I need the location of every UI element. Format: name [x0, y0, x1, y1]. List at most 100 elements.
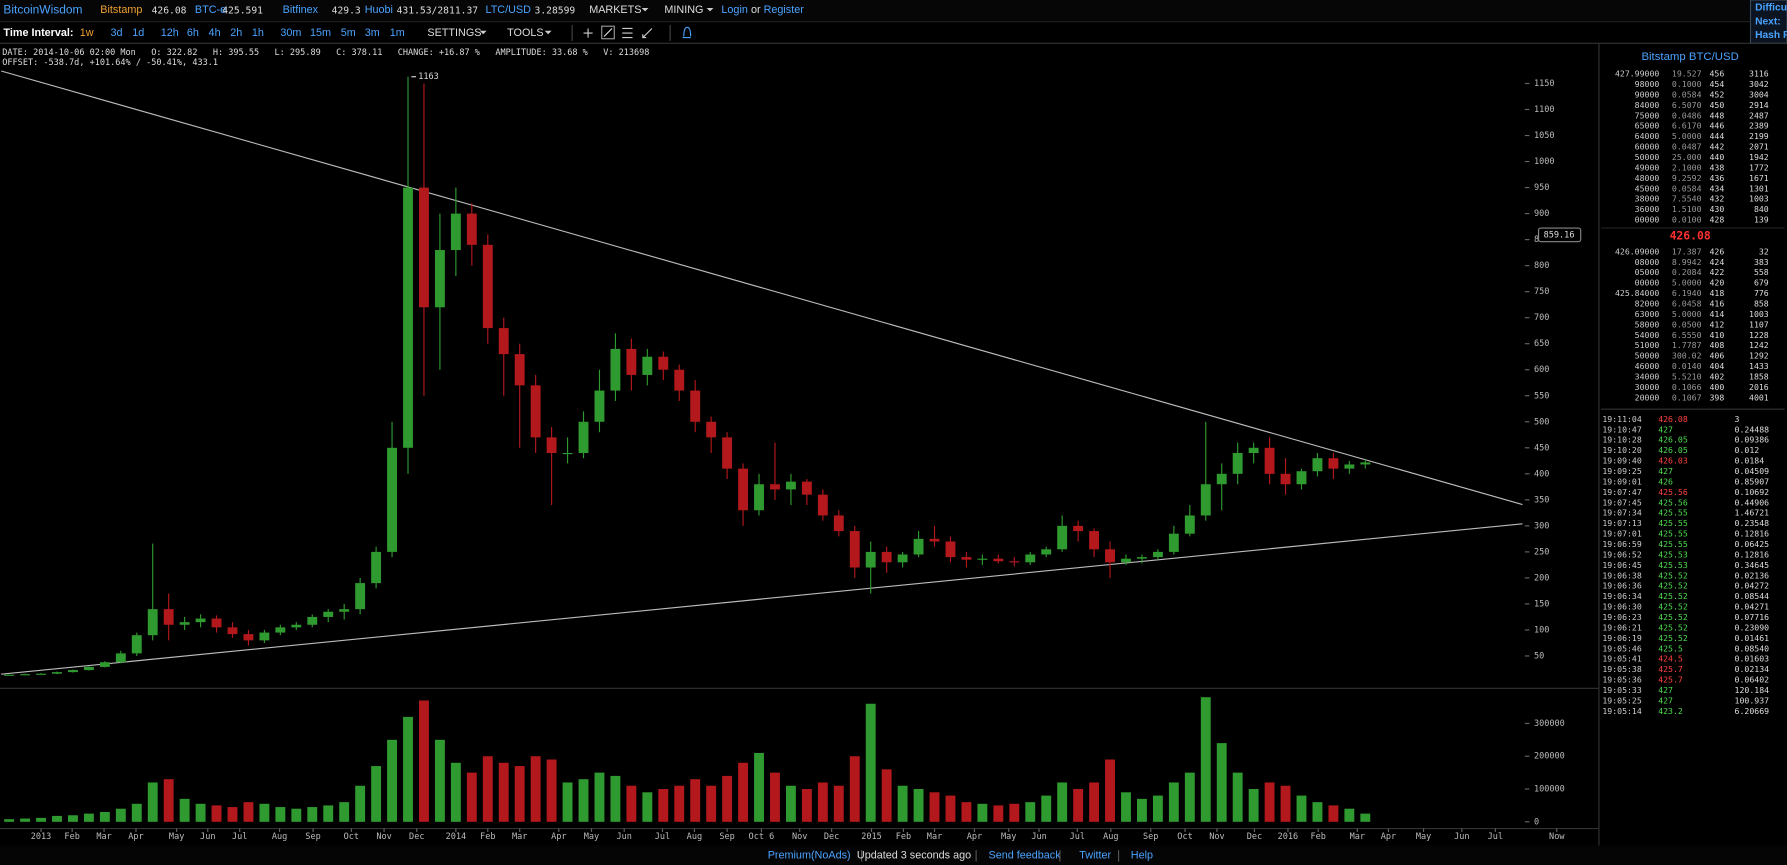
interval[interactable]: 3d	[111, 27, 123, 39]
interval[interactable]: 15m	[310, 27, 331, 39]
y-tick-label: 950	[1534, 183, 1549, 193]
book-level: 430	[1709, 204, 1724, 214]
volume-bar	[1073, 789, 1084, 822]
volume-bar	[275, 807, 286, 822]
trade-price: 425.55	[1658, 518, 1688, 528]
book-level: 434	[1709, 183, 1724, 193]
book-amount: 6.1940	[1672, 288, 1702, 298]
interval[interactable]: 1h	[252, 27, 264, 39]
menu[interactable]: TOOLS	[507, 27, 543, 39]
book-price: 82000	[1635, 299, 1660, 309]
candle-body	[897, 554, 908, 563]
candle-body	[833, 515, 844, 532]
alert-icon[interactable]	[682, 26, 692, 39]
candle-body	[610, 348, 621, 391]
interval[interactable]: 1d	[132, 27, 144, 39]
trade-amount: 0.07716	[1735, 612, 1770, 622]
interval[interactable]: 1m	[390, 27, 405, 39]
volume-bar	[1232, 772, 1243, 822]
interval[interactable]: 2h	[230, 27, 242, 39]
volume-bar	[674, 785, 685, 822]
book-total: 558	[1754, 267, 1769, 277]
menu[interactable]: SETTINGS	[427, 27, 481, 39]
interval[interactable]: 6h	[187, 27, 199, 39]
trade-amount: 0.12816	[1735, 529, 1770, 539]
trade-price: 425.55	[1658, 539, 1688, 549]
y-tick-label: 100	[1534, 625, 1549, 635]
candle-body	[371, 551, 382, 584]
fib-icon[interactable]	[642, 28, 653, 39]
x-tick-label: Mar	[1350, 832, 1365, 842]
book-amount: 9.2592	[1672, 173, 1702, 183]
register-link[interactable]: Register	[764, 4, 805, 16]
toolbar-label: Time Interval:	[3, 27, 73, 39]
volume-bar	[881, 769, 892, 822]
volume-bar	[1248, 789, 1259, 822]
footer-twitter[interactable]: Twitter	[1079, 850, 1111, 862]
candle-body	[275, 627, 286, 633]
book-total: 2389	[1749, 121, 1769, 131]
brand[interactable]: BitcoinWisdom	[3, 2, 82, 16]
x-tick-label: Aug	[687, 832, 702, 842]
trade-time: 19:10:47	[1602, 424, 1642, 434]
y-tick-label: 650	[1534, 339, 1549, 349]
footer-premium[interactable]: Premium(NoAds)	[768, 850, 851, 862]
trade-time: 19:07:01	[1602, 529, 1642, 539]
volume-bar	[546, 759, 557, 822]
ticker-price: 429.3	[332, 5, 361, 16]
line-tool-icon[interactable]	[601, 25, 615, 40]
menu[interactable]: MINING	[664, 4, 703, 16]
trade-amount: 0.08540	[1735, 643, 1770, 653]
book-price: 36000	[1635, 204, 1660, 214]
y-tick-label: 250	[1534, 547, 1549, 557]
candle-body	[1200, 484, 1211, 516]
trade-time: 19:06:59	[1602, 539, 1642, 549]
book-price: 20000	[1635, 392, 1660, 402]
book-total: 32	[1759, 246, 1769, 256]
interval[interactable]: 3m	[365, 27, 380, 39]
login-link[interactable]: Login	[721, 4, 747, 16]
menu[interactable]: MARKETS	[589, 4, 641, 16]
volume-bar	[961, 802, 972, 822]
candle-body	[706, 421, 717, 438]
book-level: 450	[1709, 100, 1724, 110]
trade-amount: 0.09386	[1735, 435, 1770, 445]
interval[interactable]: 4h	[209, 27, 221, 39]
trade-price: 427	[1658, 424, 1673, 434]
book-price: 46000	[1635, 361, 1660, 371]
book-price: 49000	[1635, 162, 1660, 172]
volume-bar	[897, 785, 908, 822]
trade-price: 425.52	[1658, 622, 1688, 632]
exchange-name[interactable]: Bitstamp	[100, 4, 142, 16]
exchange-name[interactable]: LTC/USD	[486, 4, 532, 16]
interval[interactable]: 30m	[280, 27, 301, 39]
candle-body	[339, 609, 350, 612]
interval[interactable]: 1w	[80, 27, 94, 39]
interval[interactable]: 12h	[161, 27, 179, 39]
footer-feedback[interactable]: Send feedback	[988, 850, 1061, 862]
trade-time: 19:06:23	[1602, 612, 1642, 622]
y-tick-label: 800	[1534, 261, 1549, 271]
trade-price: 425.7	[1658, 675, 1683, 685]
interval[interactable]: 5m	[341, 27, 356, 39]
volume-bar	[658, 789, 669, 822]
trade-time: 19:05:46	[1602, 643, 1642, 653]
book-total: 2487	[1749, 110, 1769, 120]
exchange-name[interactable]: Bitfinex	[283, 4, 319, 16]
book-amount: 5.0000	[1672, 309, 1702, 319]
book-level: 408	[1709, 340, 1724, 350]
trade-time: 19:06:45	[1602, 560, 1642, 570]
x-tick-label: Sep	[1143, 832, 1158, 842]
volume-bar	[562, 782, 573, 822]
hline-icon[interactable]	[622, 27, 633, 39]
y-tick-label: 450	[1534, 443, 1549, 453]
crosshair-icon[interactable]	[583, 28, 593, 38]
exchange-name[interactable]: Huobi	[365, 4, 393, 16]
book-total: 3116	[1749, 69, 1769, 79]
candle-body	[817, 494, 828, 516]
exchange-name[interactable]: BTC-e	[195, 4, 226, 16]
info-line: DATE: 2014-10-06 02:00 Mon O: 322.82 H: …	[2, 48, 649, 58]
book-level: 446	[1709, 121, 1724, 131]
footer-help[interactable]: Help	[1131, 850, 1153, 862]
